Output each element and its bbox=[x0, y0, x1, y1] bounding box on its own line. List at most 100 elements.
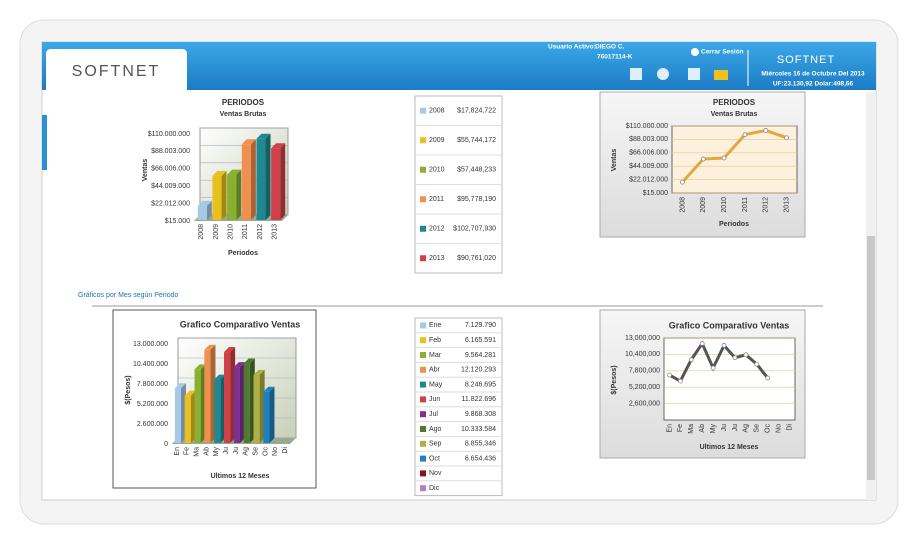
bar bbox=[227, 174, 237, 220]
x-axis-label: Periodos bbox=[228, 250, 258, 257]
row-value: 9.868.308 bbox=[465, 411, 496, 418]
row-value: 8.246.695 bbox=[465, 381, 496, 388]
bar-top bbox=[194, 364, 206, 370]
row-value: $17,824,722 bbox=[457, 108, 496, 115]
y-axis-label: Ventas bbox=[611, 149, 618, 172]
x-axis-label: Ultimos 12 Meses bbox=[700, 444, 759, 451]
point bbox=[700, 156, 706, 162]
x-tick-label: Ma bbox=[688, 424, 695, 434]
row-label: Ene bbox=[429, 322, 442, 329]
x-tick-label: Di bbox=[282, 447, 289, 454]
bar bbox=[224, 352, 231, 443]
row-value: $57,448,233 bbox=[457, 167, 496, 174]
point bbox=[743, 352, 749, 358]
color-swatch bbox=[420, 455, 426, 462]
row-label: 2013 bbox=[429, 255, 445, 262]
point bbox=[742, 132, 748, 138]
bar-side bbox=[280, 143, 286, 220]
bar bbox=[184, 395, 191, 443]
color-swatch bbox=[420, 470, 426, 477]
row-value: $55,744,172 bbox=[457, 137, 496, 144]
logout-icon[interactable] bbox=[691, 48, 699, 56]
x-tick-label: Ju bbox=[233, 447, 240, 455]
bar bbox=[233, 367, 240, 443]
color-swatch bbox=[420, 352, 426, 358]
color-swatch bbox=[420, 337, 426, 344]
y-tick-label: $66.006.000 bbox=[151, 166, 190, 173]
x-tick-label: En bbox=[174, 447, 181, 456]
side-tab[interactable] bbox=[42, 115, 47, 170]
point bbox=[699, 341, 705, 346]
row-value: 6.654.436 bbox=[465, 455, 496, 462]
x-tick-label: Oc bbox=[765, 424, 772, 433]
scroll-thumb[interactable] bbox=[867, 236, 875, 480]
bar-top bbox=[184, 390, 196, 396]
x-tick-label: Se bbox=[754, 424, 761, 433]
color-swatch bbox=[420, 381, 426, 388]
point bbox=[677, 378, 683, 384]
bar-top bbox=[256, 133, 271, 139]
bar bbox=[212, 175, 222, 220]
y-tick-label: 5,200,000 bbox=[629, 384, 660, 391]
bar bbox=[214, 379, 221, 443]
y-tick-label: 2,600,000 bbox=[629, 400, 660, 407]
bar bbox=[271, 148, 281, 220]
x-tick-label: 2010 bbox=[228, 224, 235, 240]
bar bbox=[174, 388, 181, 443]
color-swatch bbox=[420, 166, 426, 173]
bar bbox=[204, 349, 211, 443]
y-tick-label: $22.012.000 bbox=[151, 200, 190, 207]
row-value: 11.822.696 bbox=[461, 396, 496, 403]
section-title: Gráficos por Mes según Periodo bbox=[78, 292, 178, 299]
bar bbox=[256, 138, 266, 220]
icon-folder[interactable] bbox=[714, 70, 728, 80]
row-label: 2009 bbox=[429, 137, 445, 144]
y-tick-label: $15.000 bbox=[643, 190, 668, 197]
point bbox=[721, 343, 727, 348]
point bbox=[784, 135, 789, 141]
row-value: $95,778,190 bbox=[457, 196, 496, 203]
row-value: $90,761,020 bbox=[457, 255, 496, 262]
brand: SOFTNET bbox=[777, 54, 835, 66]
bar bbox=[263, 391, 270, 443]
bar bbox=[253, 374, 260, 443]
user-id: 76017114-K bbox=[597, 54, 633, 61]
x-tick-label: 2013 bbox=[783, 197, 790, 213]
y-tick-label: $22.012.000 bbox=[629, 176, 668, 183]
bar-top bbox=[271, 143, 286, 149]
row-label: Ago bbox=[429, 426, 442, 433]
chart-title: PERIODOS bbox=[222, 98, 265, 107]
logout-link[interactable]: Cerrar Sesión bbox=[701, 49, 744, 56]
row-label: Dic bbox=[429, 485, 440, 492]
bar-side bbox=[250, 139, 256, 220]
y-axis-label: Ventas bbox=[142, 159, 149, 182]
x-tick-label: 2009 bbox=[213, 224, 220, 240]
x-tick-label: Ag bbox=[743, 424, 750, 433]
x-tick-label: Fe bbox=[677, 424, 684, 432]
bar-side bbox=[206, 200, 212, 220]
bar-side bbox=[236, 169, 242, 220]
row-label: May bbox=[429, 381, 443, 388]
icon-docs[interactable] bbox=[630, 68, 642, 80]
plot-area bbox=[671, 125, 798, 194]
x-tick-label: 2009 bbox=[700, 197, 707, 213]
y-tick-label: 13,000,000 bbox=[625, 335, 660, 342]
icon-users[interactable] bbox=[657, 68, 669, 80]
chart-subtitle: Ventas Brutas bbox=[711, 111, 758, 118]
color-swatch bbox=[420, 137, 426, 144]
y-tick-label: $15.000 bbox=[165, 218, 190, 225]
x-tick-label: Fe bbox=[184, 447, 191, 455]
bar-top bbox=[214, 374, 226, 380]
y-tick-label: $110.000.000 bbox=[626, 123, 668, 130]
x-tick-label: My bbox=[710, 424, 717, 434]
color-swatch bbox=[420, 107, 426, 114]
y-tick-label: 5.200.000 bbox=[137, 401, 168, 408]
bar-top bbox=[253, 369, 265, 375]
icon-list[interactable] bbox=[688, 68, 700, 80]
row-label: Jul bbox=[429, 411, 438, 418]
y-tick-label: 13.000.000 bbox=[133, 341, 168, 348]
point bbox=[754, 361, 760, 367]
bar-side bbox=[221, 170, 227, 220]
